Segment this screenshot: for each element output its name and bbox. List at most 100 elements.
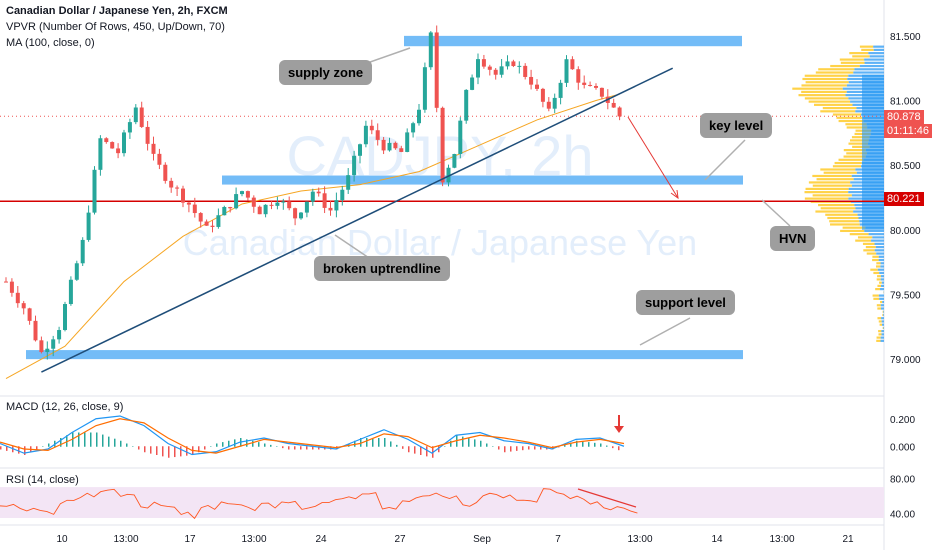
callout-support-level: support level [636, 290, 735, 315]
macd-tick-label: 0.000 [890, 442, 915, 453]
vp-bar-down [829, 220, 859, 222]
candle-body [305, 202, 309, 213]
macd-hist-bar [498, 446, 500, 449]
projection-arrowhead [671, 190, 678, 198]
macd-hist-bar [48, 444, 50, 447]
vp-bar-up [880, 288, 884, 290]
candle-body [506, 61, 510, 66]
vp-bar-up [874, 49, 884, 51]
candle-body [140, 107, 144, 126]
macd-hist-bar [234, 439, 236, 446]
macd-hist-bar [474, 439, 476, 446]
candle-body [329, 208, 333, 211]
rsi-band [0, 487, 884, 518]
vp-bar-down [879, 320, 882, 322]
vp-bar-down [840, 230, 864, 232]
vp-bar-up [876, 252, 884, 254]
vp-bar-up [868, 52, 884, 54]
supply-zone-rect [404, 36, 742, 46]
vp-bar-down [877, 337, 881, 339]
vp-bar-up [876, 246, 884, 248]
macd-hist-bar [222, 442, 224, 447]
vp-bar-up [864, 230, 884, 232]
vp-bar-up [869, 233, 884, 235]
vp-bar-down [833, 113, 861, 115]
candle-body [488, 67, 492, 70]
macd-hist-bar [258, 442, 260, 447]
macd-hist-bar [126, 444, 128, 447]
candle-body [169, 181, 173, 188]
vp-bar-down [827, 217, 858, 219]
candle-body [63, 304, 67, 330]
candle-body [311, 192, 315, 202]
time-tick-label: 10 [56, 534, 68, 545]
candle-body [464, 90, 468, 121]
time-tick-label: 14 [711, 534, 723, 545]
vp-bar-down [830, 223, 860, 225]
callout-supply-zone: supply zone [279, 60, 372, 85]
vp-bar-up [883, 311, 884, 313]
vp-bar-down [809, 101, 850, 103]
candle-body [541, 89, 545, 102]
vp-bar-down [802, 78, 847, 80]
vp-bar-down [820, 110, 855, 112]
vp-bar-down [812, 175, 851, 177]
candle-body [246, 191, 250, 198]
callout-pointer [762, 200, 790, 226]
candle-body [205, 222, 209, 226]
candle-body [51, 339, 55, 348]
candle-body [399, 148, 403, 152]
countdown-tag: 01:11:46 [884, 124, 932, 138]
vp-bar-down [818, 68, 854, 70]
candle-body [45, 349, 49, 352]
macd-hist-bar [396, 445, 398, 447]
macd-hist-bar [390, 441, 392, 446]
candle-body [441, 108, 445, 183]
candle-body [393, 143, 397, 148]
vp-bar-down [877, 275, 881, 277]
vp-bar-down [873, 298, 879, 300]
candle-body [28, 308, 32, 321]
candle-body [211, 226, 215, 227]
vp-bar-down [809, 181, 850, 183]
macd-down-arrowhead [614, 426, 624, 433]
macd-hist-bar [534, 446, 536, 449]
candle-body [187, 203, 191, 205]
time-tick-label: 24 [315, 534, 327, 545]
candle-body [87, 213, 91, 240]
candle-body [116, 148, 120, 153]
vp-bar-down [861, 49, 874, 51]
vp-bar-down [806, 188, 849, 190]
vp-bar-down [804, 191, 848, 193]
vp-bar-down [877, 304, 881, 306]
time-tick-label: 7 [555, 534, 561, 545]
candle-body [258, 207, 262, 214]
candle-body [4, 282, 8, 283]
candle-body [600, 88, 604, 97]
vp-bar-up [853, 71, 884, 73]
vp-bar-down [801, 91, 847, 93]
macd-hist-bar [120, 441, 122, 447]
candle-body [163, 165, 167, 181]
vp-bar-down [833, 165, 861, 167]
candle-body [39, 340, 43, 352]
macd-hist-bar [114, 439, 116, 447]
candle-body [423, 67, 427, 110]
vp-bar-down [841, 62, 865, 64]
vp-bar-up [882, 324, 884, 326]
candle-body [565, 59, 569, 83]
macd-hist-bar [306, 446, 308, 449]
candle-body [382, 140, 386, 151]
macd-hist-bar [90, 433, 92, 447]
time-tick-label: 17 [184, 534, 196, 545]
level-price-tag: 80.221 [884, 192, 924, 206]
candle-body [323, 193, 327, 208]
candle-body [364, 126, 368, 144]
candle-body [470, 78, 474, 90]
candle-body [588, 85, 592, 86]
candle-body [576, 69, 580, 82]
vp-value-area [862, 75, 884, 230]
rsi-tick-label: 80.00 [890, 474, 915, 485]
macd-hist-bar [174, 446, 176, 457]
